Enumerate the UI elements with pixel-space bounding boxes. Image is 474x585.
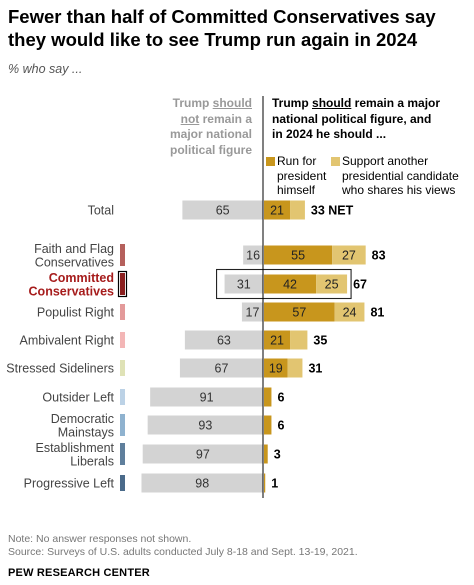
net-label: 33 NET <box>311 204 354 218</box>
bar-label-not-remain: 16 <box>246 249 260 263</box>
category-color-marker <box>120 443 125 465</box>
category-label: Democratic <box>51 412 114 426</box>
net-label: 1 <box>271 477 278 491</box>
bar-support-another <box>334 302 365 322</box>
bar-label-run: 21 <box>270 334 284 348</box>
right-column-header: Trump should remain a major national pol… <box>272 96 441 141</box>
category-label: Liberals <box>70 454 114 468</box>
category-label: Populist Right <box>37 306 115 320</box>
category-label: Conservatives <box>35 255 114 269</box>
chart-source: Source: Surveys of U.S. adults conducted… <box>8 546 358 558</box>
bar-label-not-remain: 91 <box>200 391 214 405</box>
category-color-marker <box>120 304 125 320</box>
category-label: Faith and Flag <box>34 242 114 256</box>
bar-label-not-remain: 67 <box>215 362 229 376</box>
bar-run-for-president <box>264 358 288 378</box>
bar-not-remain <box>141 473 263 493</box>
bar-label-not-remain: 17 <box>246 306 260 320</box>
net-label: 83 <box>372 249 386 263</box>
bar-label-run: 42 <box>283 278 297 292</box>
category-label: Outsider Left <box>42 391 114 405</box>
bar-label-run: 19 <box>269 362 283 376</box>
bar-not-remain <box>147 415 263 435</box>
net-label: 6 <box>277 419 284 433</box>
bar-remain-total <box>264 415 272 435</box>
bar-remain-total <box>264 473 266 493</box>
legend-swatch-support <box>331 157 340 166</box>
net-label: 35 <box>313 334 327 348</box>
legend-label-support: Support another presidential candidate w… <box>342 154 459 197</box>
bar-label-not-remain: 93 <box>198 419 212 433</box>
bar-label-support: 25 <box>325 278 339 292</box>
bar-label-not-remain: 63 <box>217 334 231 348</box>
chart-note: Note: No answer responses not shown. <box>8 533 192 545</box>
category-color-marker <box>120 389 125 405</box>
category-label: Conservatives <box>29 284 115 298</box>
net-label: 3 <box>274 448 281 462</box>
left-column-header: Trump should not remain a major national… <box>169 96 252 157</box>
bar-not-remain <box>224 274 263 294</box>
net-label: 67 <box>353 278 367 292</box>
bar-remain-total <box>264 444 268 464</box>
highlight-row-frame <box>216 268 352 300</box>
category-color-marker <box>120 244 125 266</box>
net-label: 81 <box>370 306 384 320</box>
net-label: 6 <box>277 391 284 405</box>
net-label: 31 <box>308 362 322 376</box>
highlight-marker-frame <box>117 270 128 298</box>
legend-swatch-run <box>266 157 275 166</box>
category-label: Stressed Sideliners <box>6 362 114 376</box>
bar-label-not-remain: 97 <box>196 448 210 462</box>
bar-not-remain <box>142 444 263 464</box>
bar-support-another <box>290 330 308 350</box>
bar-not-remain <box>243 245 263 265</box>
bar-run-for-president <box>264 245 333 265</box>
bar-not-remain <box>184 330 263 350</box>
category-label: Committed <box>49 271 114 285</box>
bar-label-run: 21 <box>270 204 284 218</box>
bar-support-another <box>316 274 348 294</box>
bar-run-for-president <box>264 302 335 322</box>
bar-label-run: 57 <box>292 306 306 320</box>
bar-label-support: 27 <box>342 249 356 263</box>
brand-name: PEW RESEARCH CENTER <box>8 567 150 579</box>
bar-label-run: 55 <box>291 249 305 263</box>
bar-not-remain <box>150 387 263 407</box>
bar-not-remain <box>182 200 263 220</box>
category-color-marker <box>120 360 125 376</box>
bar-support-another <box>332 245 366 265</box>
bar-run-for-president <box>264 330 291 350</box>
category-label: Mainstays <box>58 425 114 439</box>
bar-not-remain <box>241 302 263 322</box>
chart-title: Fewer than half of Committed Conservativ… <box>8 6 436 50</box>
category-label: Total <box>88 204 114 218</box>
category-color-marker <box>120 332 125 348</box>
bar-remain-total <box>264 387 272 407</box>
bar-not-remain <box>179 358 263 378</box>
bar-label-not-remain: 65 <box>216 204 230 218</box>
bar-label-support: 24 <box>343 306 357 320</box>
bar-run-for-president <box>264 200 291 220</box>
category-color-marker <box>120 475 125 491</box>
category-label: Establishment <box>35 441 114 455</box>
bar-label-not-remain: 98 <box>195 477 209 491</box>
bar-label-not-remain: 31 <box>237 278 251 292</box>
bar-run-for-president <box>264 274 317 294</box>
category-label: Ambivalent Right <box>20 334 115 348</box>
category-color-marker <box>120 273 125 295</box>
bar-support-another <box>287 358 303 378</box>
category-label: Progressive Left <box>24 477 115 491</box>
category-color-marker <box>120 414 125 436</box>
legend-label-run: Run for president himself <box>277 154 327 197</box>
chart-subtitle: % who say ... <box>8 62 83 76</box>
bar-support-another <box>290 200 305 220</box>
